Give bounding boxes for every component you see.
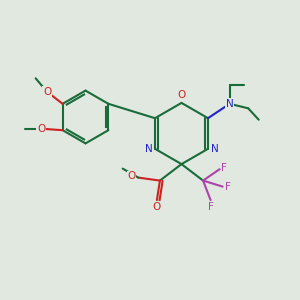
Text: N: N (226, 99, 233, 109)
Text: O: O (37, 124, 45, 134)
Text: O: O (153, 202, 161, 212)
Text: N: N (145, 144, 152, 154)
Text: O: O (128, 171, 136, 181)
Text: F: F (225, 182, 231, 192)
Text: F: F (208, 202, 214, 212)
Text: F: F (221, 163, 227, 173)
Text: N: N (211, 144, 218, 154)
Text: O: O (177, 90, 186, 100)
Text: O: O (43, 87, 51, 97)
